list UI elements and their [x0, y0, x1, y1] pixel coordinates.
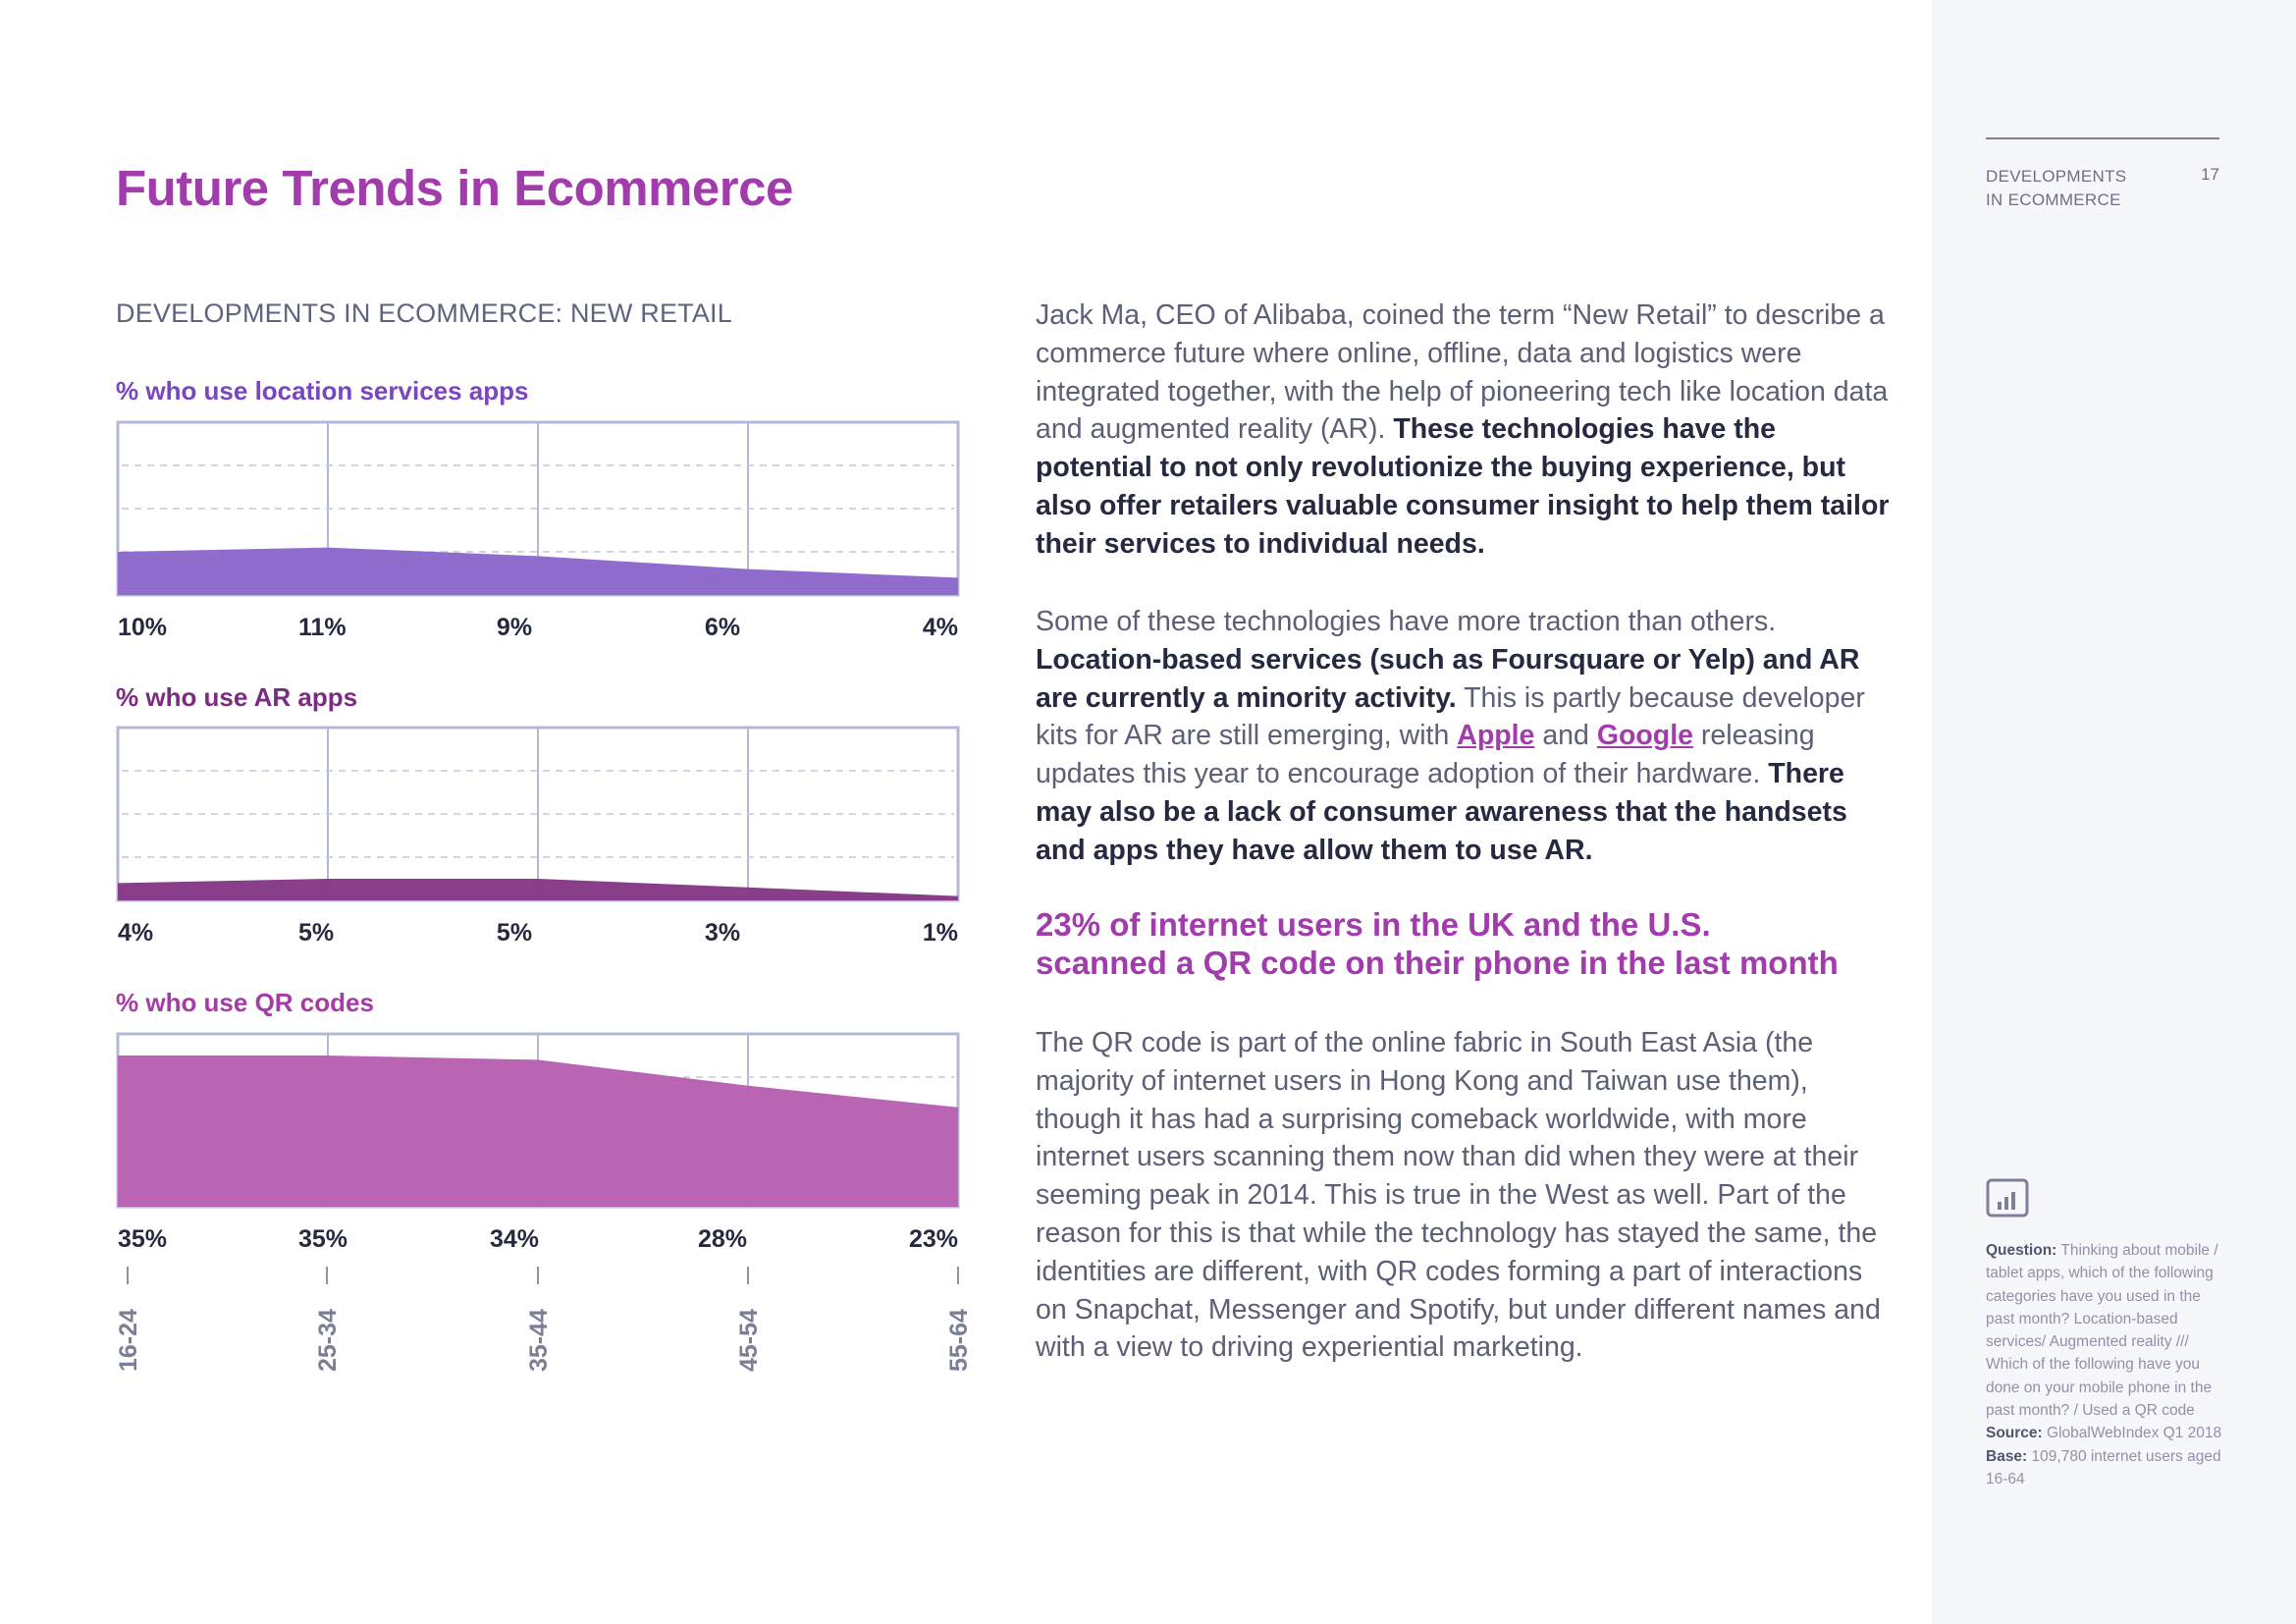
chart-title-ar: % who use AR apps	[116, 682, 358, 712]
p2-emphasis-b: There may also be a lack of consumer awa…	[1036, 758, 1847, 866]
page-title: Future Trends in Ecommerce	[116, 160, 793, 216]
sidebar-divider	[1986, 137, 2219, 139]
age-label: 16-24	[115, 1309, 142, 1372]
page-number: 17	[2201, 165, 2219, 184]
value-label-qr: 23%	[909, 1225, 958, 1253]
chart-area-qr	[118, 1056, 958, 1207]
value-label-location: 6%	[705, 614, 740, 641]
p1-emphasis: These technologies have the potential to…	[1036, 413, 1890, 560]
chart-title-location: % who use location services apps	[116, 376, 529, 406]
sidebar-section-line1: DEVELOPMENTS	[1986, 167, 2127, 186]
value-label-ar: 1%	[923, 919, 958, 947]
p2-emphasis-a: Location-based services (such as Foursqu…	[1036, 643, 1860, 714]
age-label: 25-34	[314, 1309, 342, 1372]
p1-text: Jack Ma, CEO of Alibaba, coined the term…	[1036, 299, 1889, 446]
age-label: 45-54	[735, 1309, 763, 1372]
chart-title-qr: % who use QR codes	[116, 988, 374, 1017]
paragraph-qr-codes: The QR code is part of the online fabric…	[1036, 1027, 1881, 1364]
pull-quote: 23% of internet users in the UK and the …	[1036, 905, 1890, 982]
base-text: 109,780 internet users aged 16-64	[1986, 1447, 2221, 1488]
paragraph-new-retail: Jack Ma, CEO of Alibaba, coined the term…	[1036, 297, 1890, 564]
apple-link[interactable]: Apple	[1457, 720, 1535, 752]
paragraph-traction: Some of these technologies have more tra…	[1036, 603, 1890, 870]
base-label: Base:	[1986, 1447, 2028, 1465]
age-label: 55-64	[945, 1309, 973, 1372]
value-label-qr: 35%	[118, 1225, 167, 1253]
value-label-location: 11%	[298, 614, 347, 641]
bar-chart-icon	[1986, 1178, 2029, 1218]
age-label: 35-44	[525, 1309, 553, 1372]
question-label: Question:	[1986, 1242, 2057, 1259]
value-label-ar: 5%	[497, 919, 532, 947]
value-label-location: 10%	[118, 614, 167, 641]
area-charts: 10% 11% 9% 6% 4% 4% 5% 5% 3% 1% 35% 35% 34% 28% 23% 16-…	[115, 420, 973, 1372]
pull-quote-line1: 23% of internet users in the UK and the …	[1036, 906, 1711, 943]
value-label-ar: 3%	[705, 919, 740, 947]
value-label-qr: 28%	[698, 1225, 747, 1253]
section-heading: DEVELOPMENTS IN ECOMMERCE: NEW RETAIL	[116, 298, 732, 328]
methodology-note: Question: Thinking about mobile / tablet…	[1986, 1239, 2226, 1490]
value-label-ar: 5%	[298, 919, 334, 947]
value-label-location: 4%	[923, 614, 958, 641]
p2-text-b: This is partly because developer kits fo…	[1036, 681, 1865, 752]
sidebar-panel	[1932, 0, 2296, 1624]
sidebar-section-line2: IN ECOMMERCE	[1986, 190, 2121, 209]
question-text: Thinking about mobile / tablet apps, whi…	[1986, 1242, 2218, 1420]
chart-area-ar	[118, 879, 958, 900]
value-label-qr: 35%	[298, 1225, 347, 1253]
value-label-location: 9%	[497, 614, 532, 641]
source-text: GlobalWebIndex Q1 2018	[2047, 1425, 2222, 1442]
sidebar-section-label: DEVELOPMENTS IN ECOMMERCE	[1986, 165, 2143, 212]
p2-text-a: Some of these technologies have more tra…	[1036, 606, 1777, 637]
value-label-ar: 4%	[118, 919, 153, 947]
chart-area-location	[118, 547, 958, 595]
p2-text-c: and	[1542, 720, 1589, 752]
pull-quote-line2: scanned a QR code on their phone in the …	[1036, 945, 1839, 981]
google-link[interactable]: Google	[1596, 720, 1693, 752]
p2-text-d: releasing updates this year to encourage…	[1036, 720, 1815, 790]
value-label-qr: 34%	[490, 1225, 539, 1253]
source-label: Source:	[1986, 1425, 2043, 1442]
